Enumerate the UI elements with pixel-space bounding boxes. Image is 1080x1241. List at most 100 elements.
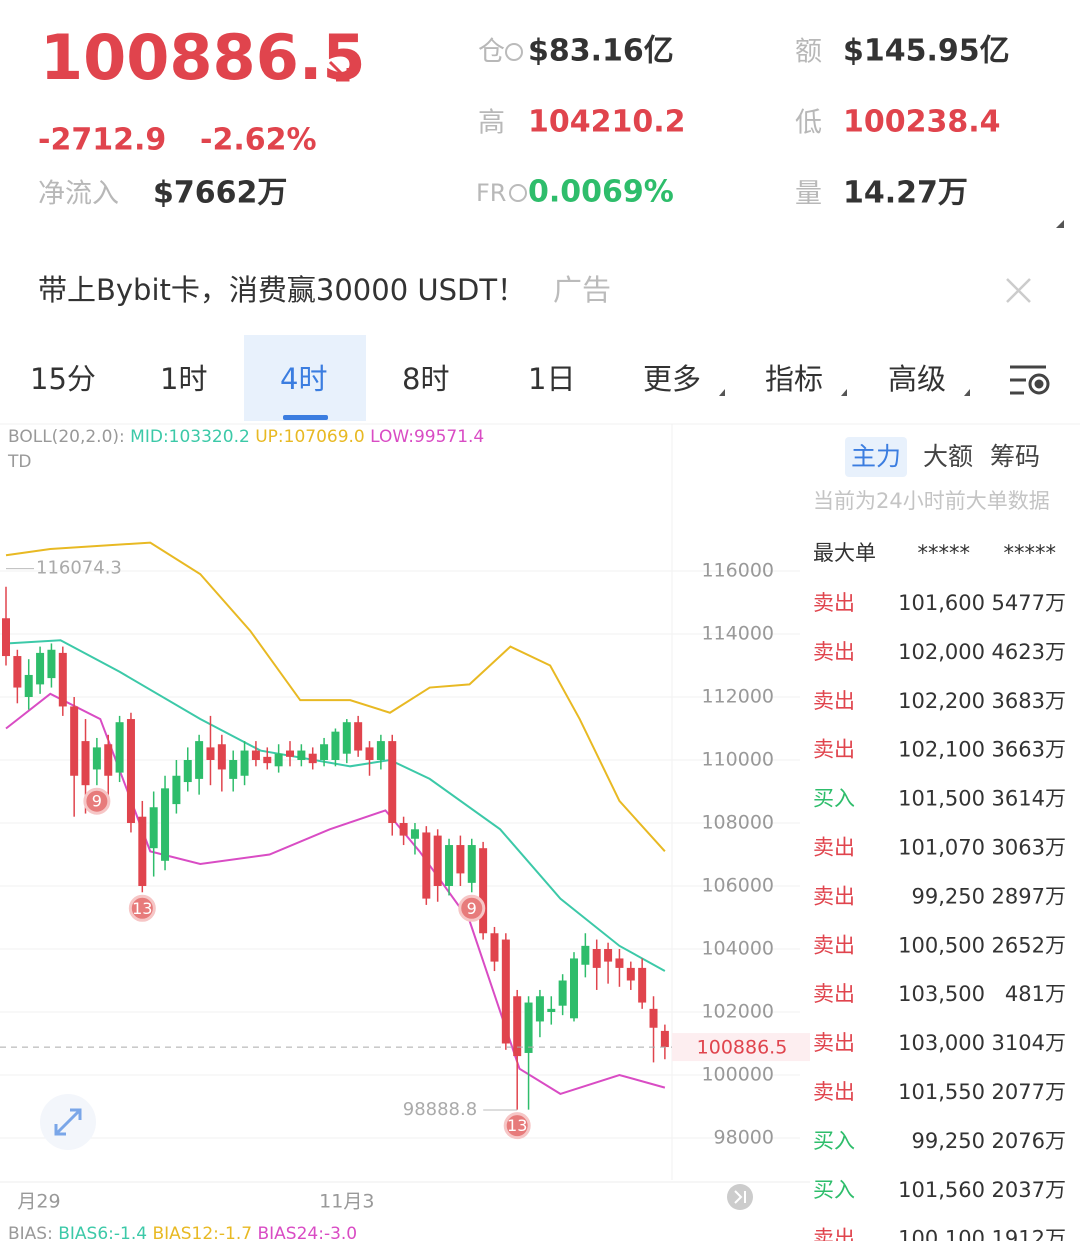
candle-body [320,744,329,760]
order-price: 102,000 [898,640,985,664]
y-tick-label: 114000 [701,623,774,645]
y-tick-label: 108000 [701,812,774,834]
tab-indicator [283,415,328,420]
order-side: 卖出 [813,982,855,1006]
candle-body [149,807,158,849]
order-side: 卖出 [813,933,855,957]
volume: 14.27万 [843,176,968,211]
timeframe-tab[interactable]: 更多 [643,362,701,396]
order-amount: 481万 [1005,982,1066,1006]
oi-label: 仓 [478,37,505,68]
panel-tab[interactable]: 筹码 [990,442,1040,471]
candle-body [183,760,192,783]
order-side: 卖出 [813,689,855,713]
bias-name: BIAS: [8,1224,53,1241]
close-ad[interactable] [1006,278,1031,303]
x-tick-label: 月29 [17,1191,60,1213]
panel-header: 最大单 [813,541,876,565]
candle-body [2,618,10,657]
settings-icon[interactable] [1010,365,1050,395]
expand-corner[interactable] [1056,220,1064,228]
order-price: 100,100 [898,1227,985,1241]
down-arrow [328,60,350,82]
order-side: 卖出 [813,884,855,908]
candle-body [422,832,431,899]
order-amount: 4623万 [992,640,1066,664]
extreme-label: 116074.3 [36,558,122,579]
candle-body [195,741,204,779]
last-price: 100886.5 [40,21,366,94]
volume-label: 量 [795,179,822,210]
boll-name: BOLL(20,2.0): [8,427,125,447]
candle-body [410,829,419,839]
dropdown-caret [841,389,847,396]
order-amount: 5477万 [992,591,1066,615]
candle-body [467,845,476,883]
td-signal [83,787,111,815]
x-tick-label: 11月3 [319,1191,374,1213]
candle-body [388,741,397,823]
high: 104210.2 [528,105,686,140]
candle-body [513,996,522,1057]
panel-note: 当前为24小时前大单数据 [813,489,1050,513]
help-icon[interactable] [505,43,523,61]
timeframe-tab[interactable]: 15分 [30,362,96,396]
candle-body [206,747,215,760]
funding-rate: 0.0069% [528,175,674,210]
candle-body [535,996,544,1022]
panel-tab[interactable]: 主力 [851,442,901,471]
candle-body [479,848,488,934]
candle-body [581,945,590,965]
dropdown-caret [964,389,970,396]
current-price-label: 100886.5 [697,1037,788,1059]
bias12: BIAS12:-1.7 [152,1224,252,1241]
order-price: 102,100 [898,738,985,762]
timeframe-tab[interactable]: 指标 [765,362,823,396]
candle-body [115,722,124,773]
candle-body [524,1002,533,1053]
help-icon[interactable] [509,184,527,202]
order-amount: 3663万 [992,738,1066,762]
order-price: 99,250 [912,884,985,908]
candle-body [274,753,283,767]
scroll-end-icon [734,1190,746,1204]
timeframe-tab[interactable]: 1日 [528,362,575,396]
timeframe-tab[interactable]: 8时 [402,362,449,396]
candle-body [547,1008,556,1012]
td-label: TD [7,452,31,472]
timeframe-tab[interactable]: 1时 [160,362,207,396]
candle-body [251,750,260,760]
order-side: 卖出 [813,1080,855,1104]
panel-tab-selected-bg [845,437,907,477]
candle-body [36,652,45,685]
order-side: 卖出 [813,738,855,762]
y-tick-label: 106000 [701,875,774,897]
ad-text[interactable]: 带上Bybit卡，消费赢30000 USDT！ [38,273,526,307]
candle-body [592,949,601,968]
order-amount: 3683万 [992,689,1066,713]
order-price: 103,500 [898,982,985,1006]
candle-body [297,750,306,760]
order-price: 101,500 [898,787,985,811]
candle-body [660,1030,669,1048]
order-amount: 3104万 [992,1031,1066,1055]
y-tick-label: 104000 [701,938,774,960]
td-signal [503,1112,531,1140]
order-amount: 2652万 [992,933,1066,957]
order-price: 101,600 [898,591,985,615]
order-amount: 3063万 [992,836,1066,860]
candle-body [456,845,465,874]
timeframe-tab[interactable]: 4时 [280,362,327,396]
high-label: 高 [478,108,505,139]
timeframe-tab[interactable]: 高级 [888,362,946,396]
candle-body [286,750,294,757]
order-amount: 2077万 [992,1080,1066,1104]
order-amount: 1912万 [992,1227,1066,1241]
order-price: 100,500 [898,933,985,957]
boll-line [5,541,666,853]
order-amount: 2897万 [992,884,1066,908]
panel-tab[interactable]: 大额 [923,442,973,471]
candle-body [649,1008,658,1028]
td-signal [128,894,156,922]
